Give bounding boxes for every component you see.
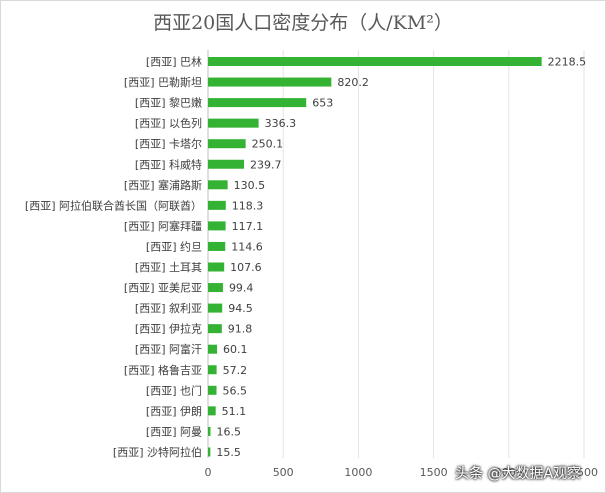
watermark-text: 头条 @大数据A观察 [455,466,582,482]
bar [208,118,259,128]
data-label: 239.7 [250,158,282,171]
bar [208,159,245,169]
x-tick-label: 0 [205,466,212,479]
data-label: 117.1 [232,220,264,233]
bar [208,57,542,66]
data-label: 118.3 [232,199,263,212]
data-label: 91.8 [228,323,253,336]
watermark: 头条 @大数据A观察 [455,463,605,487]
data-label: 114.6 [231,240,263,253]
category-label: [西亚] 阿塞拜疆 [124,219,202,233]
category-label: [西亚] 伊拉克 [135,322,202,336]
data-label: 15.5 [216,446,241,459]
bar [208,262,225,272]
data-label: 820.2 [337,76,369,89]
data-label: 16.5 [216,425,241,438]
bar [208,200,226,210]
x-axis-ticks: 0 500 1000 1500 2000 2500 [205,466,599,479]
bar [208,303,223,313]
bar [208,139,246,149]
data-label: 60.1 [223,343,248,356]
category-label: [西亚] 以色列 [135,116,202,130]
data-label: 250.1 [252,138,284,151]
bar [208,385,217,395]
data-label: 56.5 [222,384,247,397]
data-label: 107.6 [230,261,262,274]
data-label: 94.5 [228,302,253,315]
category-label: [西亚] 伊朗 [146,405,202,418]
bar [208,180,228,190]
category-label: [西亚] 黎巴嫩 [135,96,202,110]
bar [208,426,211,436]
bar [208,447,211,457]
category-label: [西亚] 土耳其 [135,261,202,274]
bar [208,324,222,334]
category-label: [西亚] 阿曼 [146,425,202,438]
data-label: 130.5 [234,179,266,192]
category-label: [西亚] 约旦 [146,240,202,253]
data-label: 51.1 [222,405,247,418]
bar [208,344,218,354]
category-label: [西亚] 亚美尼亚 [124,282,202,295]
category-label: [西亚] 格鲁吉亚 [124,363,202,377]
data-label: 2218.5 [548,56,587,69]
category-label: [西亚] 也门 [146,383,202,397]
bar [208,77,332,87]
data-label: 336.3 [265,117,297,130]
category-label: [西亚] 塞浦路斯 [124,178,202,192]
data-label: 99.4 [229,282,254,295]
bar [208,241,226,251]
category-label: [西亚] 巴勒斯坦 [124,75,202,89]
bar [208,98,307,108]
x-tick-label: 2000 [495,466,523,479]
value-labels: 2218.5 820.2 653 336.3 250.1 239.7 130.5 118.3 1… [216,56,586,459]
bar [208,406,216,416]
category-labels: [西亚] 巴林 [西亚] 巴勒斯坦 [西亚] 黎巴嫩 [西亚] 以色列 [西亚] 卡塔尔… [25,55,202,459]
x-tick-label: 500 [273,466,294,479]
data-label: 57.2 [223,364,248,377]
category-label: [西亚] 阿富汗 [135,342,202,356]
category-label: [西亚] 卡塔尔 [135,138,202,151]
category-label: [西亚] 科威特 [135,157,202,171]
bar [208,221,226,231]
gridlines [207,50,585,458]
category-label: [西亚] 巴林 [146,55,202,69]
data-label: 653 [312,97,333,110]
x-tick-label: 1500 [420,466,448,479]
bar [208,283,223,293]
category-label: [西亚] 沙特阿拉伯 [113,445,202,459]
x-tick-label: 2500 [570,466,598,479]
x-tick-label: 1000 [344,466,372,479]
bar [208,365,217,375]
bars [208,57,542,457]
chart-title: 西亚20国人口密度分布（人/KM²） [153,12,453,34]
category-label: [西亚] 叙利亚 [135,301,202,315]
category-label: [西亚] 阿拉伯联合酋长国（阿联酋） [25,198,202,212]
